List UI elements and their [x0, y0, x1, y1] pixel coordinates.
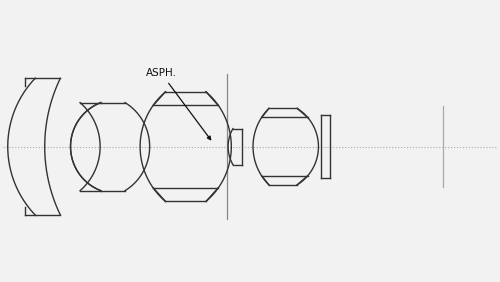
- Text: ASPH.: ASPH.: [146, 68, 210, 140]
